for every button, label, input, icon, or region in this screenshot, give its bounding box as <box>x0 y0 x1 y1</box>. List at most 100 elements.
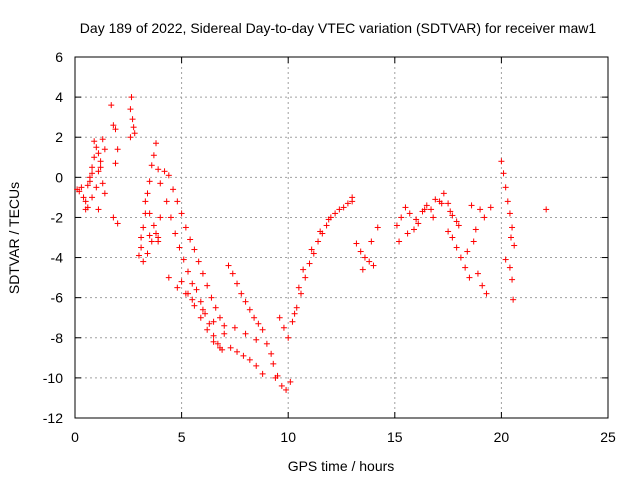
data-point <box>231 324 238 331</box>
data-point <box>289 318 296 325</box>
data-point <box>477 206 484 213</box>
data-point <box>114 220 121 227</box>
data-point <box>344 200 351 207</box>
data-point <box>259 370 266 377</box>
data-point <box>234 348 241 355</box>
data-point <box>295 284 302 291</box>
data-point <box>268 350 275 357</box>
data-point <box>172 230 179 237</box>
data-point <box>208 294 215 301</box>
data-point <box>193 286 200 293</box>
data-point <box>502 184 509 191</box>
y-tick-label: -4 <box>51 250 64 266</box>
data-point <box>189 280 196 287</box>
data-point <box>178 278 185 285</box>
data-point <box>300 266 307 273</box>
data-point <box>155 238 162 245</box>
data-point <box>204 282 211 289</box>
data-point <box>398 214 405 221</box>
data-point <box>291 310 298 317</box>
x-tick-label: 10 <box>280 429 296 445</box>
data-point <box>184 290 191 297</box>
data-point <box>229 270 236 277</box>
data-point <box>406 210 413 217</box>
data-point <box>191 246 198 253</box>
data-point <box>336 206 343 213</box>
data-point <box>453 218 460 225</box>
data-point <box>99 180 106 187</box>
data-point <box>129 116 136 123</box>
data-point <box>155 166 162 173</box>
x-tick-label: 25 <box>600 429 616 445</box>
data-point <box>246 306 253 313</box>
data-point <box>276 314 283 321</box>
data-point <box>366 258 373 265</box>
data-point <box>187 236 194 243</box>
data-point <box>227 344 234 351</box>
data-point <box>457 254 464 261</box>
data-point <box>445 228 452 235</box>
data-point <box>110 214 117 221</box>
data-point <box>340 204 347 211</box>
data-point <box>445 200 452 207</box>
data-point <box>317 228 324 235</box>
data-point <box>76 188 83 195</box>
data-point <box>127 106 134 113</box>
data-point <box>246 356 253 363</box>
data-point <box>253 336 260 343</box>
data-point <box>357 248 364 255</box>
data-point <box>280 324 287 331</box>
data-point <box>138 244 145 251</box>
x-tick-label: 20 <box>494 429 510 445</box>
data-point <box>361 254 368 261</box>
data-point <box>93 184 100 191</box>
data-point <box>293 304 300 311</box>
data-point <box>470 238 477 245</box>
data-series-sdtvar <box>74 94 550 393</box>
data-point <box>157 180 164 187</box>
y-tick-label: -6 <box>51 290 64 306</box>
data-point <box>310 250 317 257</box>
data-point <box>108 102 115 109</box>
data-point <box>325 216 332 223</box>
data-point <box>353 240 360 247</box>
data-point <box>86 174 93 181</box>
data-point <box>153 230 160 237</box>
data-point <box>84 182 91 189</box>
data-point <box>430 214 437 221</box>
data-point <box>374 224 381 231</box>
data-point <box>91 154 98 161</box>
data-point <box>84 204 91 211</box>
data-point <box>349 194 356 201</box>
data-point <box>178 210 185 217</box>
data-point <box>184 268 191 275</box>
data-point <box>212 304 219 311</box>
data-point <box>449 234 456 241</box>
data-point <box>242 330 249 337</box>
data-point <box>453 244 460 251</box>
data-point <box>479 282 486 289</box>
data-point <box>413 216 420 223</box>
data-point <box>498 158 505 165</box>
data-point <box>89 164 96 171</box>
data-point <box>210 338 217 345</box>
data-point <box>510 296 517 303</box>
data-point <box>197 314 204 321</box>
data-point <box>255 320 262 327</box>
data-point <box>308 246 315 253</box>
data-point <box>500 170 507 177</box>
data-point <box>415 220 422 227</box>
data-point <box>146 210 153 217</box>
data-point <box>150 152 157 159</box>
data-point <box>130 124 137 131</box>
data-point <box>253 362 260 369</box>
data-point <box>263 340 270 347</box>
data-point <box>204 326 211 333</box>
x-axis-tick-labels: 0 5 10 15 20 25 <box>71 429 616 445</box>
data-point <box>221 322 228 329</box>
data-point <box>393 222 400 229</box>
data-point <box>487 204 494 211</box>
data-point <box>174 198 181 205</box>
data-point <box>97 164 104 171</box>
